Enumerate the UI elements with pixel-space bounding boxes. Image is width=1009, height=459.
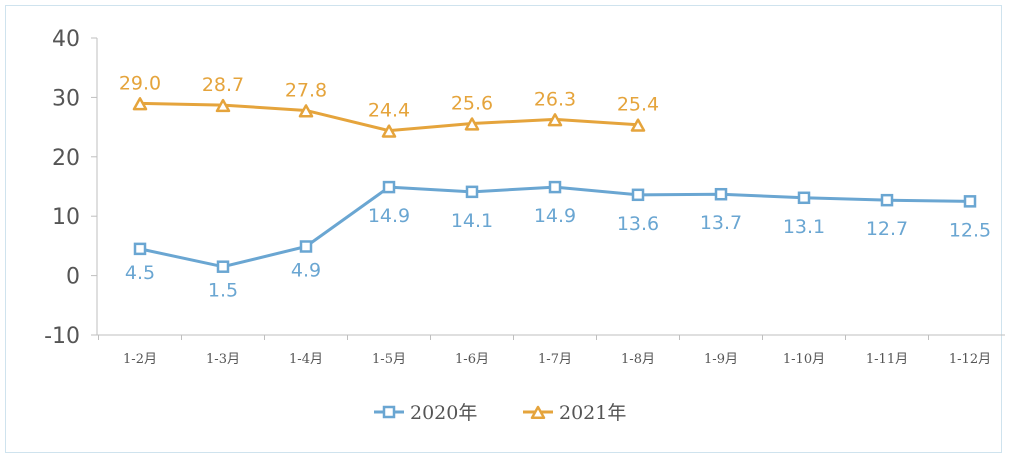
chart-frame — [5, 5, 1002, 453]
legend-marker — [530, 405, 546, 420]
data-label: 25.4 — [617, 94, 659, 116]
data-label: 27.8 — [285, 79, 327, 101]
data-label: 26.3 — [534, 88, 576, 110]
data-point — [216, 260, 230, 273]
data-point — [464, 117, 480, 131]
data-point — [963, 195, 977, 208]
axes — [96, 38, 1005, 336]
data-point — [547, 113, 563, 127]
x-tick-label: 1-7月 — [538, 352, 572, 367]
legend-label: 2021年 — [559, 402, 626, 424]
data-point — [215, 98, 231, 113]
data-point — [548, 180, 562, 194]
data-label: 25.6 — [451, 93, 493, 115]
y-tick-label: 0 — [66, 265, 80, 290]
x-tick-label: 1-12月 — [949, 352, 991, 367]
data-label: 29.0 — [119, 72, 161, 94]
legend-marker — [382, 405, 396, 419]
data-label: 14.1 — [451, 210, 493, 232]
data-label: 12.7 — [866, 218, 908, 240]
x-tick-label: 1-11月 — [866, 352, 908, 367]
y-tick-label: -10 — [44, 324, 80, 349]
data-label: 13.7 — [700, 212, 742, 234]
x-tick-label: 1-9月 — [704, 352, 738, 367]
series-layer — [132, 97, 977, 273]
data-label: 28.7 — [202, 74, 244, 96]
x-tick-label: 1-2月 — [123, 352, 157, 367]
data-label: 13.1 — [783, 216, 825, 238]
x-axis-ticks: 1-2月 1-3月 1-4月 1-5月 1-6月 1-7月 1-8月 1-9月 1-10月 1-1… — [98, 335, 991, 367]
data-point — [631, 188, 645, 202]
data-label: 1.5 — [208, 280, 238, 302]
x-tick-label: 1-4月 — [289, 352, 323, 367]
data-label: 13.6 — [617, 213, 659, 235]
legend-entry-2: 2021年 — [523, 402, 626, 424]
data-point — [630, 118, 646, 132]
y-tick-label: 20 — [52, 146, 80, 171]
data-label: 4.5 — [125, 262, 155, 284]
data-labels: 4.5 1.5 4.9 14.9 14.1 14.9 13.6 13.7 13.1 12.7 12.… — [119, 72, 991, 301]
y-tick-label: 10 — [52, 205, 80, 230]
legend-label: 2020年 — [410, 402, 477, 424]
data-point — [381, 124, 397, 138]
x-tick-label: 1-6月 — [455, 352, 489, 367]
y-tick-label: 40 — [52, 27, 80, 52]
data-point — [299, 240, 313, 253]
data-label: 14.9 — [534, 205, 576, 227]
data-label: 12.5 — [949, 219, 991, 241]
legend-entry-1: 2020年 — [374, 402, 477, 424]
data-point — [714, 187, 728, 201]
x-tick-label: 1-5月 — [372, 352, 406, 367]
data-point — [132, 97, 148, 111]
data-point — [382, 180, 396, 194]
data-label: 24.4 — [368, 100, 410, 122]
x-tick-label: 1-3月 — [206, 352, 240, 367]
data-label: 14.9 — [368, 205, 410, 227]
legend: 2020年 2021年 — [374, 402, 626, 424]
y-tick-label: 30 — [52, 86, 80, 111]
x-tick-label: 1-8月 — [621, 352, 655, 367]
y-axis-ticks: 40 30 20 10 0 -10 — [44, 27, 97, 349]
data-point — [797, 191, 811, 205]
data-point — [880, 193, 894, 207]
data-label: 4.9 — [291, 259, 321, 281]
data-point — [465, 185, 479, 199]
x-tick-label: 1-10月 — [783, 352, 825, 367]
data-point — [133, 242, 147, 256]
data-point — [298, 104, 314, 118]
